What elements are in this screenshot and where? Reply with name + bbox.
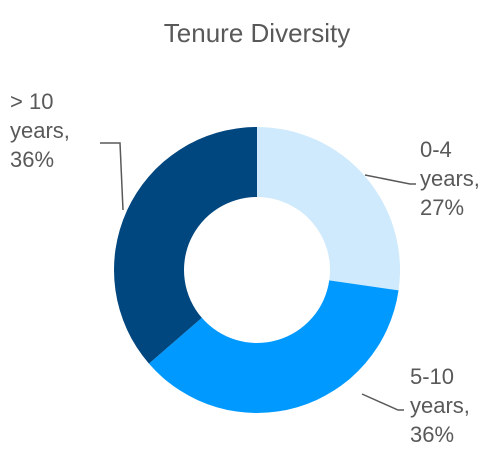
- leader-line: [361, 393, 404, 411]
- donut-slice: [114, 127, 257, 364]
- donut-slice: [257, 127, 401, 291]
- leader-line: [364, 174, 416, 185]
- data-label: > 10 years, 36%: [10, 89, 70, 172]
- leader-line: [100, 142, 124, 211]
- donut-slice: [148, 280, 399, 413]
- data-label: 0-4 years, 27%: [420, 137, 480, 220]
- chart-title: Tenure Diversity: [164, 18, 350, 48]
- data-label: 5-10 years, 36%: [410, 364, 470, 447]
